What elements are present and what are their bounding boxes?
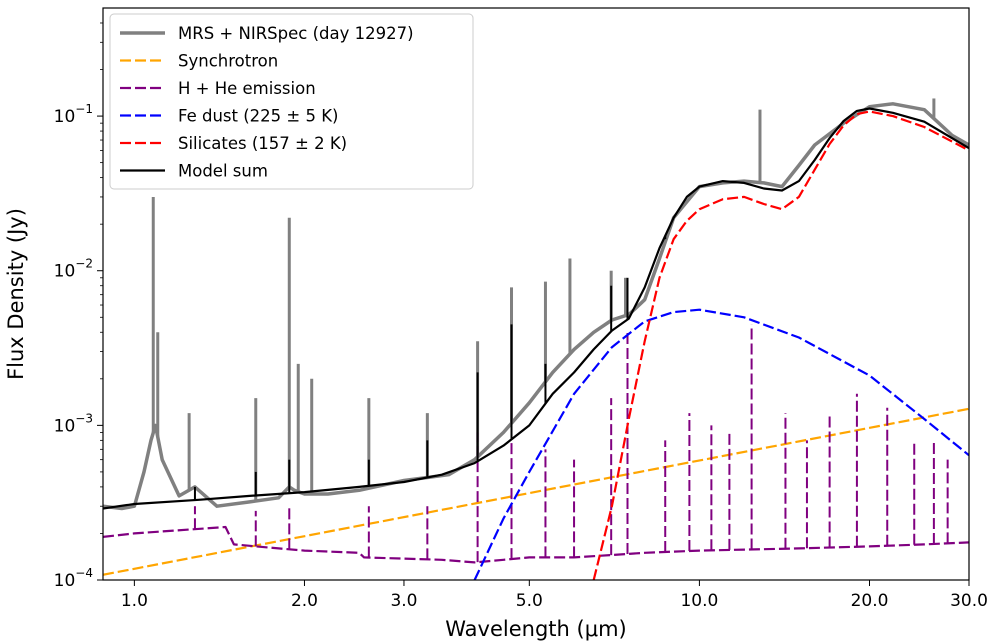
series-silicates-157-2-k	[592, 110, 969, 580]
series-h-he-emission	[103, 324, 969, 564]
y-tick-label: 10−4	[54, 566, 93, 591]
x-tick-label: 30.0	[950, 591, 988, 611]
series-line	[103, 107, 969, 510]
plot-frame	[102, 7, 970, 581]
series-line	[103, 525, 969, 564]
axis-ticks: 1.0 2.0 3.0 5.0 10.0 20.0 30.0 10−4 10−3 10−2 10−1	[54, 22, 988, 611]
legend-entry: Silicates (157 ± 2 K)	[120, 134, 347, 153]
legend-label: MRS + NIRSpec (day 12927)	[178, 24, 414, 43]
series-layer	[103, 98, 969, 580]
y-axis-title: Flux Density (Jy)	[4, 208, 28, 380]
legend-entry: Model sum	[120, 162, 268, 181]
y-tick-label: 10−3	[54, 411, 93, 436]
legend-label: Silicates (157 ± 2 K)	[178, 134, 347, 153]
plot-area: 1.0 2.0 3.0 5.0 10.0 20.0 30.0 10−4 10−3 10−2 10−1	[54, 7, 988, 611]
x-tick-label: 3.0	[390, 591, 417, 611]
series-line	[103, 102, 969, 511]
legend: MRS + NIRSpec (day 12927) Synchrotron H + …	[109, 13, 474, 190]
y-tick-label: 10−2	[54, 257, 93, 282]
series-synchrotron	[103, 407, 969, 576]
y-tick-label: 10−1	[54, 102, 93, 127]
series-line	[592, 110, 969, 580]
legend-label: Fe dust (225 ± 5 K)	[178, 107, 338, 126]
x-tick-label: 1.0	[121, 591, 148, 611]
series-line	[103, 407, 969, 576]
legend-box	[109, 13, 474, 190]
x-tick-label: 2.0	[291, 591, 318, 611]
x-tick-label: 5.0	[516, 591, 543, 611]
x-axis-title: Wavelength (μm)	[445, 617, 626, 641]
legend-label: H + He emission	[178, 79, 316, 98]
legend-label: Model sum	[178, 162, 268, 181]
legend-entry: H + He emission	[120, 79, 316, 98]
series-line	[473, 308, 969, 580]
legend-entry: Synchrotron	[120, 52, 278, 71]
legend-entry: Fe dust (225 ± 5 K)	[120, 107, 338, 126]
x-tick-label: 10.0	[680, 591, 718, 611]
x-tick-label: 20.0	[851, 591, 889, 611]
legend-label: Synchrotron	[178, 52, 278, 71]
series-model-sum	[103, 107, 969, 510]
series-fe-dust-225-5-k	[473, 308, 969, 580]
legend-entry: MRS + NIRSpec (day 12927)	[120, 24, 414, 43]
